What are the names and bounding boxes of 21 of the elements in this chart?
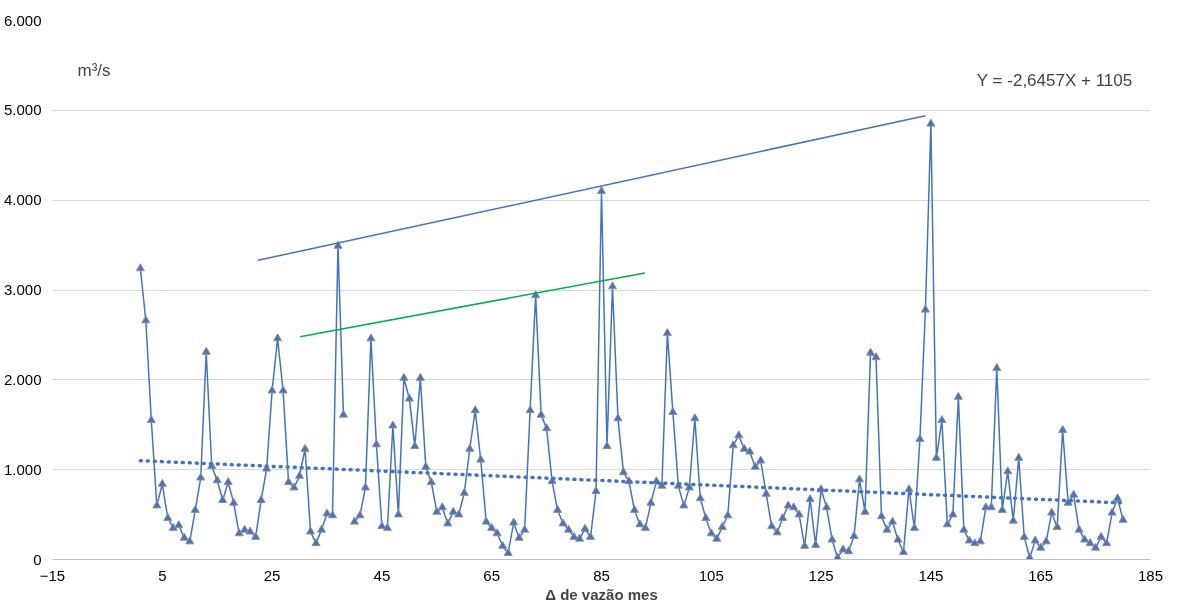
y-tick-label: 5.000	[3, 101, 42, 119]
y-tick-label: 0	[33, 550, 42, 568]
x-tick-label: 25	[263, 566, 281, 584]
x-tick-label: −15	[39, 566, 66, 584]
x-tick-label: 165	[1028, 566, 1054, 584]
y-tick-label: 4.000	[3, 191, 42, 209]
y-tick-label: 2.000	[3, 370, 42, 388]
x-tick-label: 125	[808, 566, 834, 584]
x-tick-label: 105	[698, 566, 724, 584]
y-axis-title: m³/s	[77, 60, 111, 80]
x-axis-title: Δ de vazão mes	[545, 585, 658, 603]
x-tick-label: 45	[373, 566, 391, 584]
y-tick-label: 3.000	[3, 281, 42, 298]
x-tick-label: 85	[593, 566, 610, 584]
x-tick-label: 185	[1137, 566, 1164, 584]
annotation: Y = -2,6457X + 1105	[976, 70, 1133, 90]
y-tick-label: 1.000	[3, 460, 42, 478]
x-tick-label: 65	[483, 566, 501, 584]
x-tick-label: 5	[158, 566, 167, 584]
x-tick-label: 145	[918, 566, 944, 584]
y-tick-label: 6.000	[3, 11, 42, 29]
